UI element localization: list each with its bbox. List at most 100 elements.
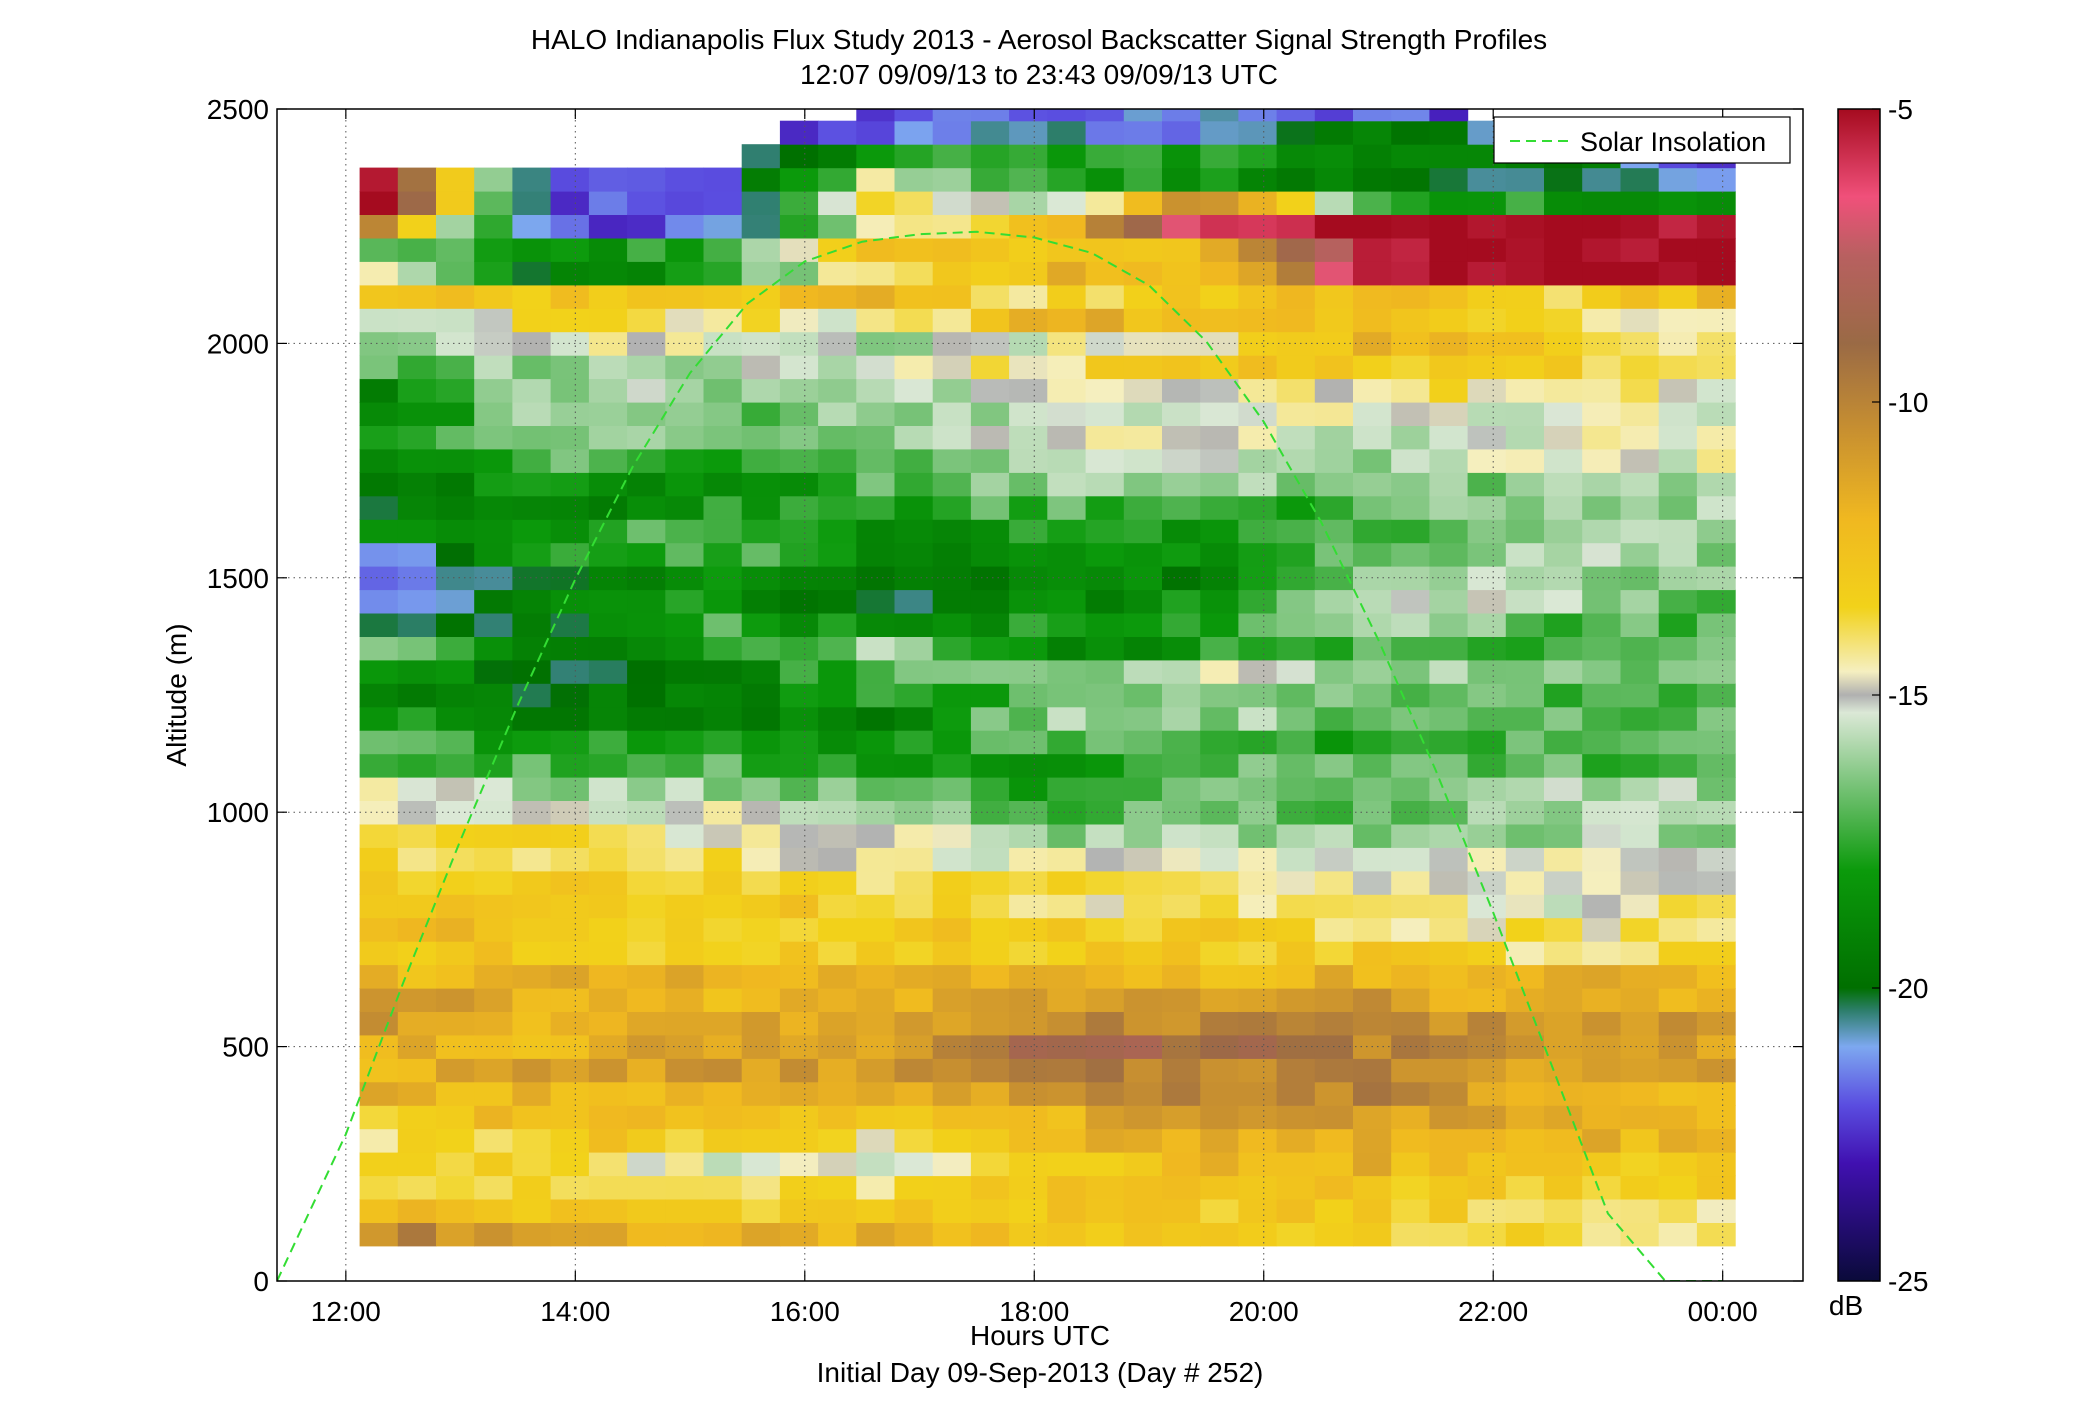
- heatmap-cell: [1009, 120, 1048, 145]
- heatmap-cell: [1047, 636, 1087, 661]
- heatmap-cell: [359, 472, 399, 497]
- heatmap-cell: [665, 519, 705, 544]
- heatmap-cell: [665, 941, 705, 966]
- heatmap-cell: [1238, 542, 1278, 567]
- heatmap-cell: [512, 402, 552, 426]
- heatmap-cell: [1123, 237, 1163, 262]
- heatmap-cell: [359, 636, 399, 661]
- heatmap-cell: [474, 870, 513, 895]
- heatmap-cell: [550, 237, 590, 262]
- heatmap-cell: [894, 706, 934, 731]
- heatmap-cell: [1467, 1011, 1507, 1036]
- heatmap-cell: [627, 636, 666, 661]
- heatmap-cell: [512, 214, 552, 239]
- heatmap-cell: [359, 425, 399, 450]
- heatmap-cell: [741, 378, 781, 403]
- heatmap-cell: [359, 1105, 399, 1130]
- heatmap-cell: [1467, 730, 1507, 755]
- heatmap-cell: [1505, 566, 1545, 591]
- heatmap-cell: [1391, 1199, 1430, 1223]
- heatmap-cell: [1353, 730, 1392, 755]
- heatmap-cell: [627, 894, 666, 919]
- heatmap-cell: [1276, 167, 1316, 192]
- heatmap-cell: [1085, 109, 1125, 122]
- heatmap-cell: [932, 964, 972, 989]
- heatmap-cell: [1544, 1152, 1583, 1177]
- heatmap-cell: [1620, 1222, 1660, 1247]
- heatmap-cell: [474, 659, 513, 684]
- heatmap-cell: [474, 1152, 513, 1177]
- heatmap-cell: [1353, 472, 1392, 497]
- heatmap-cell: [779, 894, 819, 919]
- heatmap-cell: [1314, 659, 1354, 684]
- heatmap-cell: [474, 495, 513, 520]
- heatmap-cell: [894, 659, 934, 684]
- heatmap-cell: [894, 378, 934, 403]
- heatmap-cell: [588, 730, 628, 755]
- heatmap-cell: [1353, 847, 1392, 872]
- heatmap-cell: [1544, 237, 1583, 262]
- heatmap-cell: [818, 355, 857, 380]
- heatmap-cell: [1047, 706, 1087, 731]
- heatmap-cell: [1162, 683, 1201, 708]
- heatmap-cell: [1620, 237, 1660, 262]
- heatmap-cell: [779, 1081, 819, 1106]
- heatmap-cell: [741, 519, 781, 544]
- heatmap-cell: [1467, 1152, 1507, 1177]
- heatmap-cell: [970, 120, 1010, 145]
- heatmap-cell: [1200, 800, 1239, 825]
- heatmap-cell: [665, 378, 705, 403]
- heatmap-cell: [1544, 823, 1583, 848]
- heatmap-cell: [512, 378, 552, 403]
- heatmap-cell: [856, 683, 896, 708]
- heatmap-cell: [1085, 495, 1125, 520]
- heatmap-cell: [397, 823, 437, 848]
- heatmap-cell: [1314, 870, 1354, 895]
- heatmap-cell: [1467, 214, 1507, 239]
- heatmap-cell: [1582, 941, 1621, 966]
- heatmap-cell: [588, 472, 628, 497]
- heatmap-cell: [970, 284, 1010, 309]
- heatmap-cell: [1505, 214, 1545, 239]
- heatmap-cell: [665, 1199, 705, 1223]
- heatmap-cell: [397, 472, 437, 497]
- heatmap-cell: [1620, 1175, 1660, 1200]
- heatmap-cell: [588, 191, 628, 215]
- x-tick-label: 18:00: [999, 1296, 1069, 1327]
- heatmap-cell: [1238, 191, 1278, 215]
- heatmap-cell: [741, 167, 781, 192]
- y-tick-label: 0: [253, 1266, 269, 1297]
- heatmap-cell: [1658, 613, 1698, 637]
- heatmap-cell: [1009, 1081, 1048, 1106]
- heatmap-cell: [932, 191, 972, 215]
- heatmap-cell: [779, 495, 819, 520]
- heatmap-cell: [474, 191, 513, 215]
- heatmap-cell: [818, 847, 857, 872]
- heatmap-cell: [1314, 753, 1354, 778]
- heatmap-cell: [703, 425, 743, 450]
- heatmap-cell: [703, 870, 743, 895]
- heatmap-cell: [1544, 191, 1583, 215]
- heatmap-cell: [970, 941, 1010, 966]
- heatmap-cell: [1467, 823, 1507, 848]
- heatmap-cell: [1658, 542, 1698, 567]
- heatmap-cell: [359, 988, 399, 1012]
- heatmap-cell: [1123, 1128, 1163, 1153]
- heatmap-cell: [665, 823, 705, 848]
- heatmap-cell: [1391, 917, 1430, 942]
- heatmap-cell: [894, 613, 934, 637]
- heatmap-cell: [1658, 753, 1698, 778]
- heatmap-cell: [627, 237, 666, 262]
- heatmap-cell: [397, 988, 437, 1012]
- heatmap-cell: [894, 144, 934, 169]
- heatmap-cell: [1162, 847, 1201, 872]
- heatmap-cell: [397, 284, 437, 309]
- heatmap-cell: [1353, 613, 1392, 637]
- heatmap-cell: [1391, 1128, 1430, 1153]
- colorbar-tick-label: -20: [1888, 973, 1928, 1004]
- heatmap-cell: [1696, 1105, 1736, 1130]
- heatmap-cell: [1620, 1081, 1660, 1106]
- heatmap-cell: [1276, 1199, 1316, 1223]
- heatmap-cell: [1391, 519, 1430, 544]
- heatmap-cell: [1391, 167, 1430, 192]
